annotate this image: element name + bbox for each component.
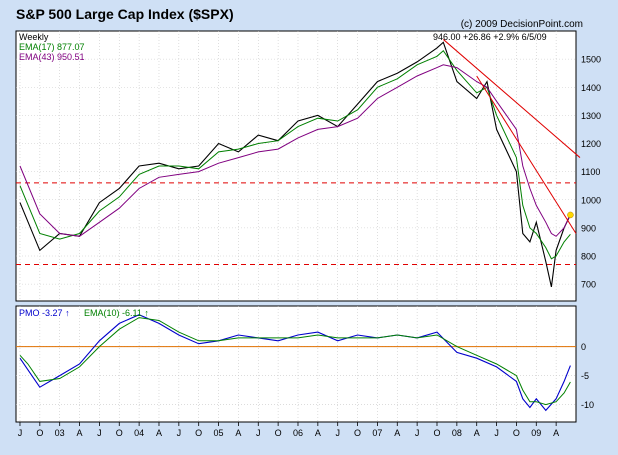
pmo-legend: PMO -3.27 ↑ xyxy=(19,308,70,318)
y-tick-label-1: 800 xyxy=(581,252,596,262)
x-tick-label-2: 03 xyxy=(55,428,65,438)
trend-line-1 xyxy=(476,75,577,234)
x-tick-label-21: O xyxy=(433,428,440,438)
ema43-legend: EMA(43) 950.51 xyxy=(19,52,85,62)
series-line-ema-10- xyxy=(19,317,571,406)
pmo-series xyxy=(19,314,571,412)
price-y-axis: 700 800 900 1000 1100 1200 1300 1400 1500 xyxy=(581,55,601,290)
x-tick-label-5: O xyxy=(116,428,123,438)
pmo-signal-up-arrow-icon: ↑ xyxy=(144,308,149,318)
x-tick-label-4: J xyxy=(97,428,102,438)
y-tick-label-1: -5 xyxy=(581,371,589,381)
y-tick-label-0: 0 xyxy=(581,342,586,352)
price-panel xyxy=(15,30,577,302)
x-tick-label-6: 04 xyxy=(134,428,144,438)
y-tick-label-0: 700 xyxy=(581,280,596,290)
x-tick-label-16: J xyxy=(335,428,340,438)
x-tick-label-11: A xyxy=(235,428,241,438)
pmo-y-axis: 0 -5 -10 xyxy=(581,342,594,410)
last-quote-label: 946.00 +26.86 +2.9% 6/5/09 xyxy=(433,32,547,42)
pmo-signal-legend-value: -6.11 xyxy=(122,308,142,318)
price-series xyxy=(19,39,581,288)
y-tick-label-7: 1400 xyxy=(581,83,601,93)
y-tick-label-6: 1300 xyxy=(581,111,601,121)
x-tick-label-0: J xyxy=(18,428,23,438)
copyright-label: (c) 2009 DecisionPoint.com xyxy=(461,19,583,30)
series-line--spx xyxy=(19,41,571,288)
pmo-legend-value: -3.27 xyxy=(42,308,63,318)
trend-line-0 xyxy=(443,39,581,158)
series-line-ema-17- xyxy=(19,49,571,260)
ema17-legend: EMA(17) 877.07 xyxy=(19,42,85,52)
y-tick-label-2: 900 xyxy=(581,223,596,233)
pmo-panel xyxy=(15,305,577,423)
pmo-up-arrow-icon: ↑ xyxy=(65,308,70,318)
y-tick-label-3: 1000 xyxy=(581,195,601,205)
y-tick-label-2: -10 xyxy=(581,400,594,410)
x-tick-label-18: 07 xyxy=(372,428,382,438)
chart-title: S&P 500 Large Cap Index ($SPX) xyxy=(16,6,234,22)
x-tick-label-13: O xyxy=(275,428,282,438)
x-tick-label-19: A xyxy=(394,428,400,438)
x-tick-label-9: O xyxy=(195,428,202,438)
y-tick-label-4: 1100 xyxy=(581,167,600,177)
x-tick-label-20: J xyxy=(415,428,420,438)
period-label: Weekly xyxy=(19,32,49,42)
x-tick-label-3: A xyxy=(77,428,83,438)
x-tick-label-26: 09 xyxy=(531,428,541,438)
x-tick-label-22: 08 xyxy=(452,428,462,438)
x-tick-label-27: A xyxy=(553,428,559,438)
x-tick-label-24: J xyxy=(494,428,499,438)
x-tick-label-1: O xyxy=(36,428,43,438)
x-tick-label-25: O xyxy=(513,428,520,438)
x-tick-label-17: O xyxy=(354,428,361,438)
pmo-signal-legend-name: EMA(10) xyxy=(84,308,120,318)
current-price-marker xyxy=(567,211,574,219)
x-tick-label-8: J xyxy=(177,428,182,438)
x-axis: J O 03 A J O 04 A J O 05 A J O 06 A J O 07 A J O 08 A J O 09 A xyxy=(18,422,559,438)
y-tick-label-5: 1200 xyxy=(581,139,601,149)
x-tick-label-23: A xyxy=(474,428,480,438)
x-tick-label-15: A xyxy=(315,428,321,438)
x-tick-label-10: 05 xyxy=(214,428,224,438)
pmo-legend-name: PMO xyxy=(19,308,40,318)
pmo-signal-legend: EMA(10) -6.11 ↑ xyxy=(84,308,149,318)
price-reference-lines xyxy=(16,182,576,265)
x-tick-label-14: 06 xyxy=(293,428,303,438)
series-line-ema-43- xyxy=(19,64,571,237)
x-tick-label-12: J xyxy=(256,428,261,438)
x-tick-label-7: A xyxy=(156,428,162,438)
y-tick-label-8: 1500 xyxy=(581,55,601,65)
